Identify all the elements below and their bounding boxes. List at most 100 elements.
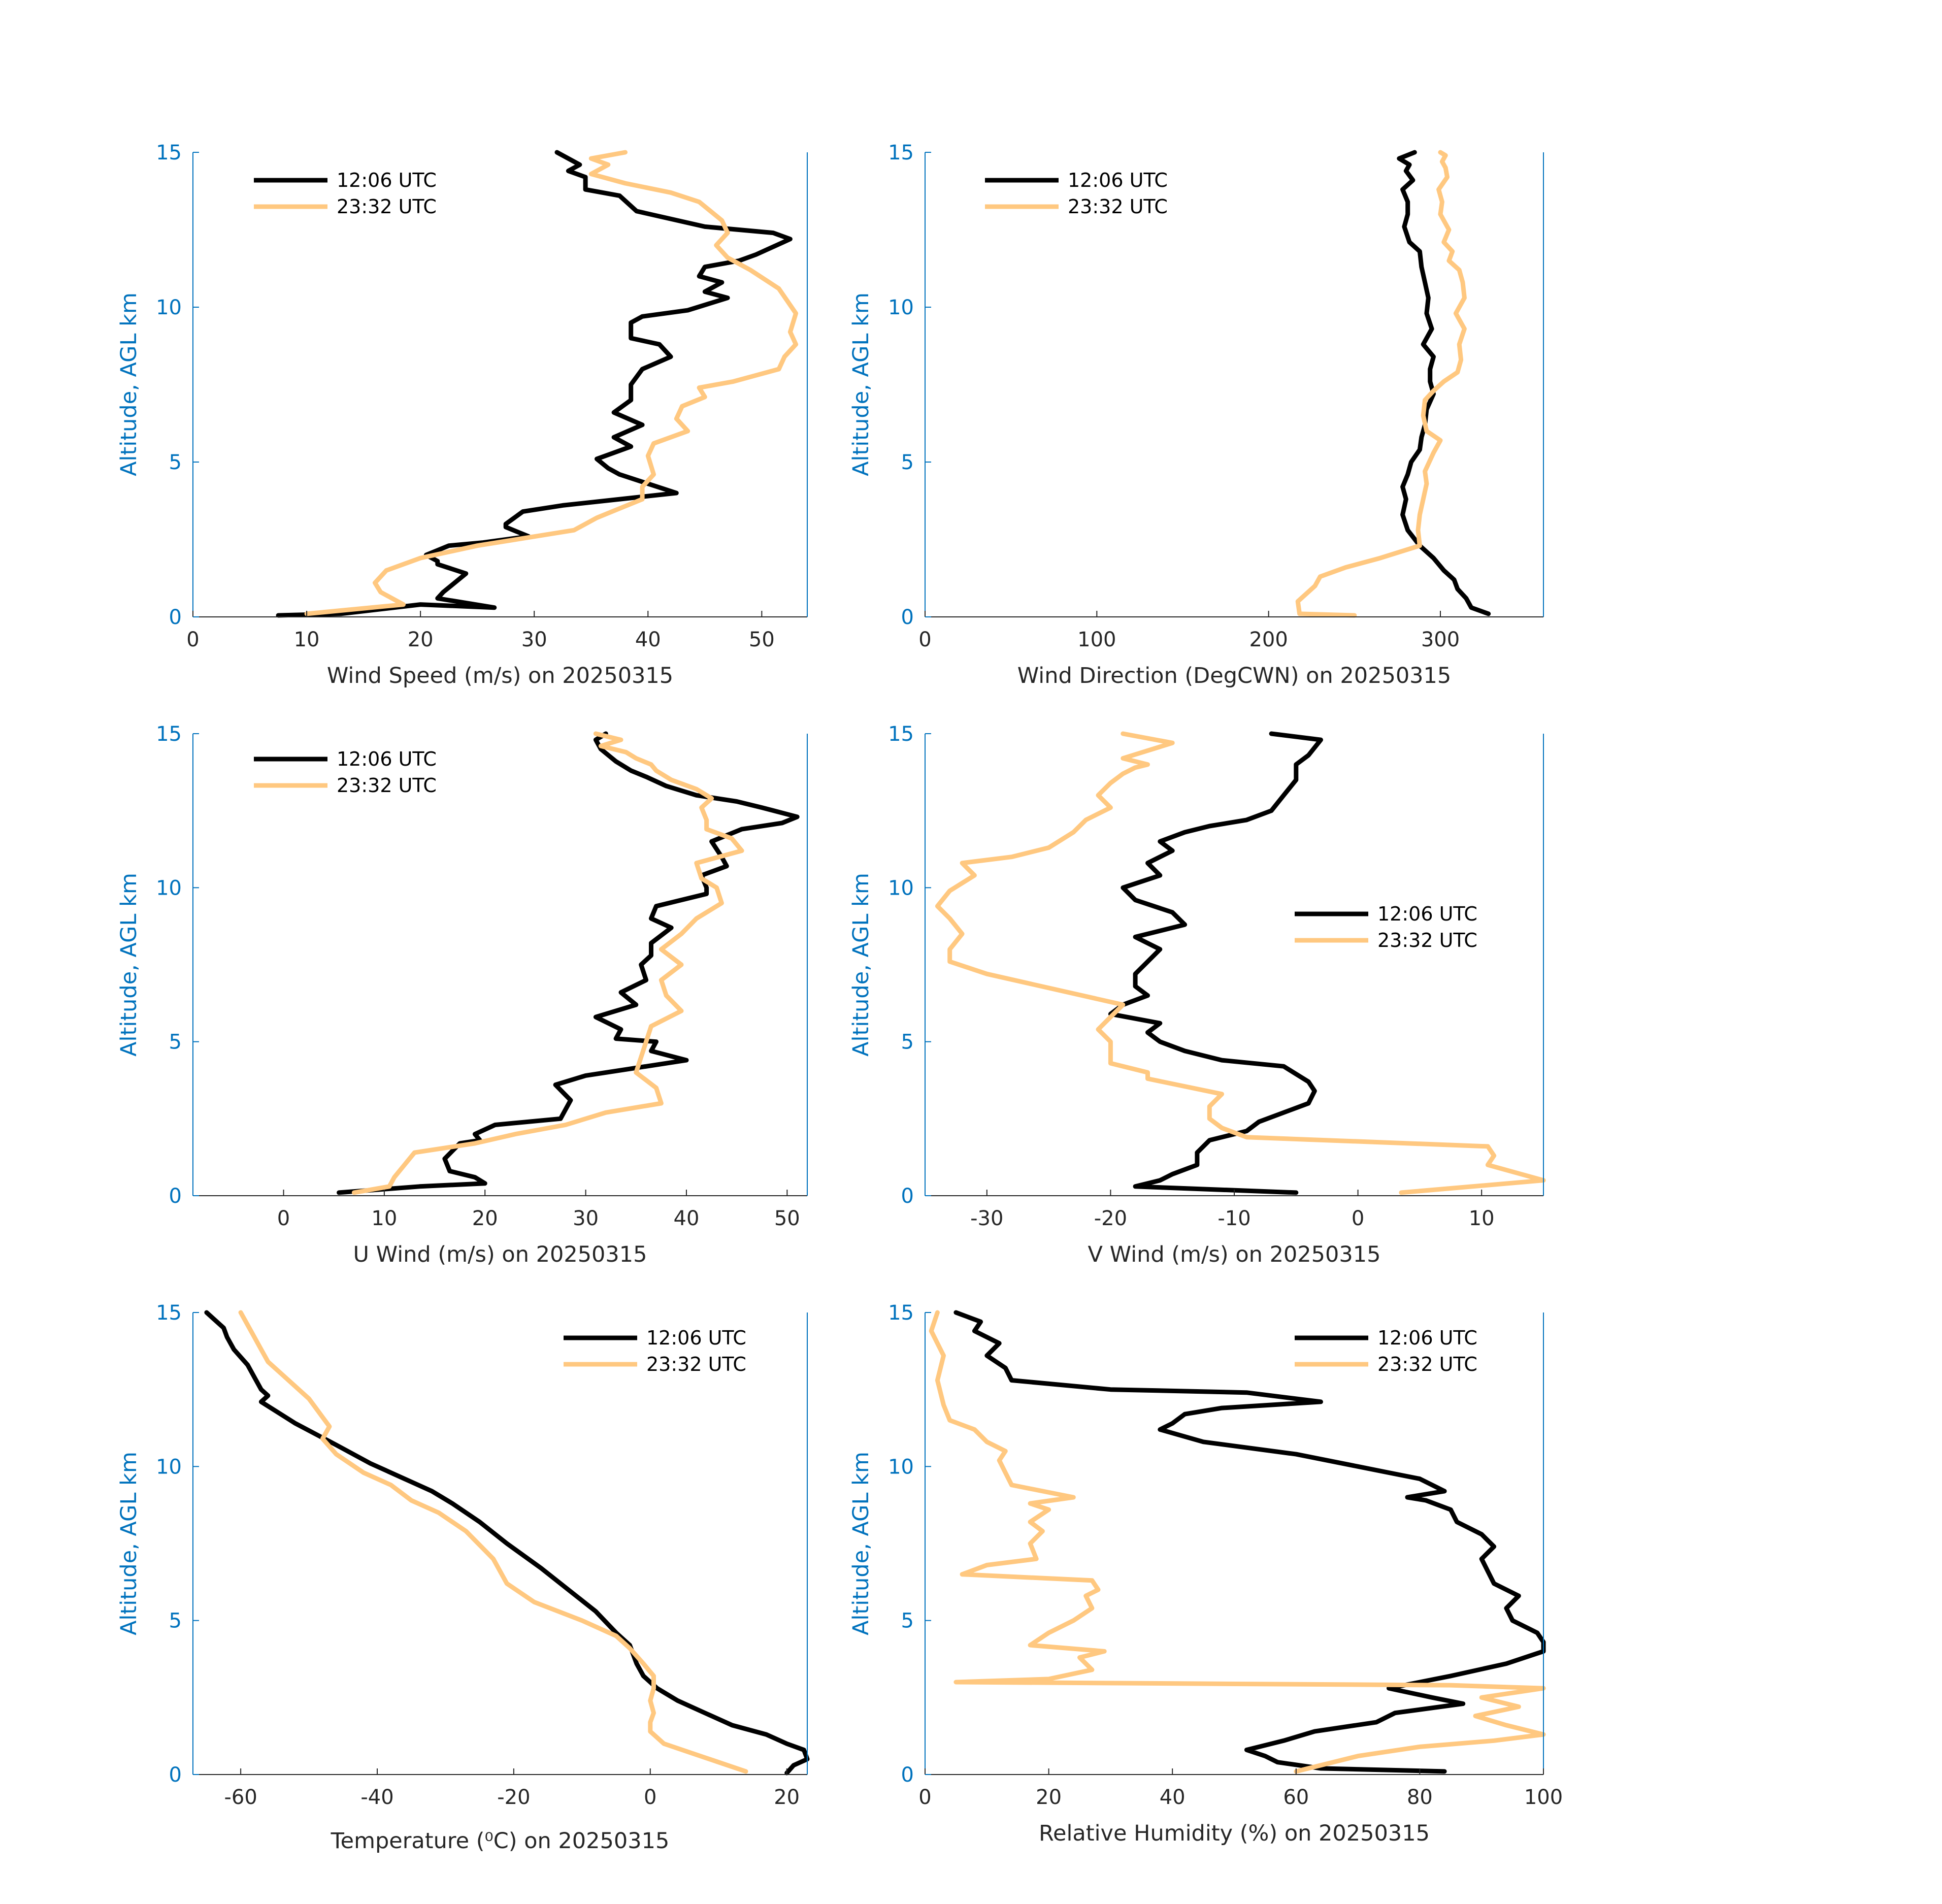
y-tick-label: 10 xyxy=(156,876,182,900)
wind-speed-x-label: Wind Speed (m/s) on 20250315 xyxy=(327,663,673,688)
x-tick-label: 0 xyxy=(186,628,199,651)
x-tick-label: 40 xyxy=(674,1207,700,1230)
v-wind-x-label: V Wind (m/s) on 20250315 xyxy=(1088,1242,1381,1267)
y-tick-label: 10 xyxy=(888,876,914,900)
relative-humidity-series-layer xyxy=(929,1310,1546,1774)
y-tick-label: 15 xyxy=(888,141,914,165)
v-wind-ticks: -30 -20 -10 0 10 0 5 10 15 xyxy=(888,723,1495,1230)
x-tick-label: -30 xyxy=(970,1207,1003,1230)
wind-direction-x-label: Wind Direction (DegCWN) on 20250315 xyxy=(1017,663,1452,688)
wind-direction-series-1-line xyxy=(1397,150,1491,616)
wind-direction-series-2-line xyxy=(1295,150,1467,618)
legend-label-series-2: 23:32 UTC xyxy=(1068,195,1168,218)
x-tick-label: 20 xyxy=(472,1207,498,1230)
legend-label-series-1: 12:06 UTC xyxy=(1377,1327,1477,1349)
wind-direction-y-label: Altitude, AGL km xyxy=(848,292,874,476)
x-tick-label: 200 xyxy=(1249,628,1288,651)
relative-humidity-panel: 0 20 40 60 80 100 0 5 10 15 12:06 UTC 23:32 UTC R… xyxy=(848,1301,1563,1846)
y-tick-label: 15 xyxy=(888,723,914,746)
wind-speed-y-label: Altitude, AGL km xyxy=(116,292,142,476)
u-wind-ticks: 0 10 20 30 40 50 0 5 10 15 xyxy=(156,723,800,1230)
wind-speed-series-layer xyxy=(276,150,799,618)
v-wind-series-2-line xyxy=(935,731,1546,1195)
temperature-legend: 12:06 UTC 23:32 UTC xyxy=(564,1327,746,1375)
y-tick-label: 15 xyxy=(156,723,182,746)
x-tick-label: 10 xyxy=(294,628,320,651)
v-wind-y-label: Altitude, AGL km xyxy=(848,873,874,1057)
x-tick-label: 10 xyxy=(371,1207,397,1230)
x-tick-label: 50 xyxy=(749,628,775,651)
x-tick-label: 0 xyxy=(918,628,931,651)
x-tick-label: 0 xyxy=(918,1786,931,1809)
x-tick-label: 20 xyxy=(408,628,434,651)
v-wind-series-1-line xyxy=(1108,731,1323,1195)
y-tick-label: 5 xyxy=(901,451,914,474)
wind-speed-series-1-line xyxy=(276,150,793,618)
y-tick-label: 5 xyxy=(169,1031,182,1054)
legend-label-series-2: 23:32 UTC xyxy=(337,195,437,218)
y-tick-label: 0 xyxy=(901,1763,914,1787)
v-wind-panel: -30 -20 -10 0 10 0 5 10 15 12:06 UTC 23:32 UTC V… xyxy=(848,723,1546,1267)
x-tick-label: 300 xyxy=(1421,628,1460,651)
relative-humidity-ticks: 0 20 40 60 80 100 0 5 10 15 xyxy=(888,1301,1563,1809)
y-tick-label: 0 xyxy=(901,1185,914,1208)
x-tick-label: 80 xyxy=(1407,1786,1433,1809)
x-tick-label: -20 xyxy=(1094,1207,1127,1230)
v-wind-series-layer xyxy=(935,731,1546,1195)
x-tick-label: 0 xyxy=(1352,1207,1364,1230)
x-tick-label: 50 xyxy=(774,1207,800,1230)
u-wind-legend: 12:06 UTC 23:32 UTC xyxy=(254,748,437,797)
relative-humidity-legend: 12:06 UTC 23:32 UTC xyxy=(1295,1327,1477,1375)
u-wind-panel: 0 10 20 30 40 50 0 5 10 15 12:06 UTC 23:32 UTC U … xyxy=(116,723,808,1267)
x-tick-label: 30 xyxy=(573,1207,599,1230)
legend-label-series-1: 12:06 UTC xyxy=(1377,903,1477,925)
u-wind-series-1-line xyxy=(337,731,800,1195)
u-wind-y-label: Altitude, AGL km xyxy=(116,873,142,1057)
y-tick-label: 15 xyxy=(888,1301,914,1325)
y-tick-label: 0 xyxy=(169,1185,182,1208)
temperature-series-2-line xyxy=(238,1310,748,1774)
relative-humidity-x-label: Relative Humidity (%) on 20250315 xyxy=(1039,1821,1430,1846)
x-tick-label: 0 xyxy=(644,1786,656,1809)
legend-label-series-1: 12:06 UTC xyxy=(1068,169,1168,191)
x-tick-label: 30 xyxy=(521,628,547,651)
x-tick-label: -40 xyxy=(360,1786,393,1809)
relative-humidity-series-2-line xyxy=(929,1310,1546,1774)
legend-label-series-2: 23:32 UTC xyxy=(1377,1353,1477,1375)
temperature-x-label: Temperature (⁰C) on 20250315 xyxy=(331,1828,670,1854)
relative-humidity-y-label: Altitude, AGL km xyxy=(848,1452,874,1635)
x-tick-label: 100 xyxy=(1077,628,1116,651)
x-tick-label: 20 xyxy=(1036,1786,1062,1809)
u-wind-series-layer xyxy=(337,731,800,1195)
y-tick-label: 5 xyxy=(901,1610,914,1633)
temperature-series-1-line xyxy=(204,1310,810,1776)
x-tick-label: 0 xyxy=(277,1207,290,1230)
relative-humidity-series-1-line xyxy=(953,1310,1546,1774)
u-wind-x-label: U Wind (m/s) on 20250315 xyxy=(353,1242,647,1267)
wind-direction-series-layer xyxy=(1295,150,1491,618)
temperature-y-label: Altitude, AGL km xyxy=(116,1452,142,1635)
wind-speed-series-2-line xyxy=(304,150,799,616)
x-tick-label: 40 xyxy=(635,628,661,651)
legend-label-series-2: 23:32 UTC xyxy=(646,1353,746,1375)
wind-speed-legend: 12:06 UTC 23:32 UTC xyxy=(254,169,437,218)
wind-direction-legend: 12:06 UTC 23:32 UTC xyxy=(985,169,1168,218)
x-tick-label: -60 xyxy=(224,1786,257,1809)
y-tick-label: 10 xyxy=(888,296,914,319)
y-tick-label: 15 xyxy=(156,141,182,165)
wind-direction-panel: 0 100 200 300 0 5 10 15 12:06 UTC 23:32 UTC Win… xyxy=(848,141,1544,688)
u-wind-series-2-line xyxy=(351,731,744,1195)
y-tick-label: 5 xyxy=(169,1610,182,1633)
x-tick-label: 40 xyxy=(1160,1786,1186,1809)
x-tick-label: 20 xyxy=(774,1786,800,1809)
y-tick-label: 5 xyxy=(901,1031,914,1054)
legend-label-series-1: 12:06 UTC xyxy=(337,169,437,191)
y-tick-label: 0 xyxy=(169,606,182,629)
y-tick-label: 10 xyxy=(156,296,182,319)
y-tick-label: 5 xyxy=(169,451,182,474)
wind-direction-ticks: 0 100 200 300 0 5 10 15 xyxy=(888,141,1460,651)
temperature-panel: -60 -40 -20 0 20 0 5 10 15 12:06 UTC 23:32 UTC T… xyxy=(116,1301,810,1854)
legend-label-series-2: 23:32 UTC xyxy=(337,774,437,797)
legend-label-series-1: 12:06 UTC xyxy=(646,1327,746,1349)
